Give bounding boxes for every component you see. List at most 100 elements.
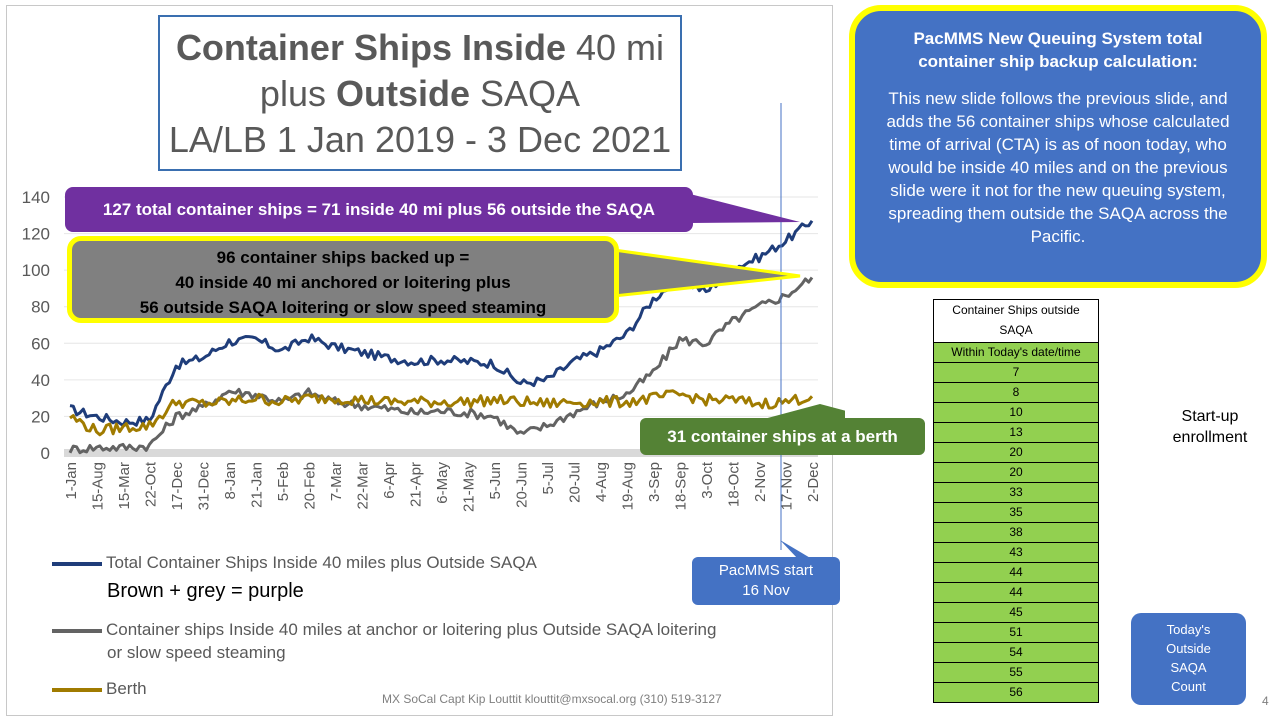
table-row: 54 (934, 643, 1098, 663)
green-callout-pointer (760, 404, 845, 420)
y-axis-ticks: 0 20 40 60 80 100 120 140 (22, 188, 50, 463)
table-row: 44 (934, 563, 1098, 583)
x-tick-label: 20-Feb (302, 462, 319, 510)
saqa-count-table: Container Ships outside SAQA Within Toda… (933, 299, 1099, 703)
berth-callout: 31 container ships at a berth (640, 418, 925, 455)
legend-berth-swatch (52, 687, 102, 692)
table-row: 13 (934, 423, 1098, 443)
x-tick-label: 19-Aug (620, 462, 637, 510)
table-header: Container Ships outside SAQA (934, 300, 1098, 343)
table-row: 56 (934, 683, 1098, 702)
y-tick-label: 100 (22, 261, 50, 280)
x-tick-label: 5-Jun (487, 462, 504, 500)
todays-line1: Today's (1166, 622, 1211, 637)
title-line1-rest: 40 mi (576, 27, 665, 68)
legend-total-label: Total Container Ships Inside 40 miles pl… (106, 553, 537, 572)
x-axis-ticks: 1-Jan 15-Aug 15-Mar 22-Oct 17-Dec 31-Dec 8-Jan… (63, 461, 822, 512)
purple-callout-pointer (690, 194, 800, 223)
table-row: 10 (934, 403, 1098, 423)
table-row: 8 (934, 383, 1098, 403)
table-row: 38 (934, 523, 1098, 543)
x-tick-label: 21-Jan (249, 462, 266, 508)
x-tick-label: 15-Aug (90, 462, 107, 510)
todays-line4: Count (1171, 679, 1206, 694)
y-tick-label: 0 (41, 444, 50, 463)
x-tick-label: 18-Sep (673, 462, 690, 510)
backed-up-line3: 56 outside SAQA loitering or slow speed … (139, 298, 547, 317)
title-line2-pre: plus (259, 73, 326, 114)
legend-grey-swatch (52, 628, 102, 633)
x-tick-label: 5-Feb (275, 462, 292, 501)
x-tick-label: 20-Jun (514, 462, 531, 508)
y-tick-label: 140 (22, 188, 50, 207)
legend-grey: Container ships Inside 40 miles at ancho… (52, 618, 716, 664)
legend-grey-label1: Container ships Inside 40 miles at ancho… (106, 620, 717, 639)
table-row: 7 (934, 363, 1098, 383)
y-tick-label: 120 (22, 225, 50, 244)
x-tick-label: 21-Apr (408, 462, 425, 507)
backed-up-line2: 40 inside 40 mi anchored or loitering pl… (175, 273, 511, 292)
info-box: PacMMS New Queuing System total containe… (849, 5, 1267, 288)
title-line2-bold: Outside (335, 73, 470, 114)
x-tick-label: 18-Oct (726, 461, 743, 507)
x-tick-label: 6-Apr (381, 462, 398, 499)
legend-note: Brown + grey = purple (107, 580, 304, 602)
title-line1-bold: Container Ships Inside (175, 27, 566, 68)
x-tick-label: 15-Mar (116, 462, 133, 510)
table-row: 44 (934, 583, 1098, 603)
x-tick-label: 17-Dec (169, 462, 186, 511)
x-tick-label: 31-Dec (196, 462, 213, 511)
todays-line3: SAQA (1170, 660, 1207, 675)
y-tick-label: 20 (31, 407, 50, 426)
legend-berth: Berth (52, 679, 147, 699)
x-tick-label: 22-Oct (143, 461, 160, 507)
table-rows: 7 8 10 13 20 20 33 35 38 43 44 44 45 51 54 55 56 (934, 363, 1098, 702)
legend-total: Total Container Ships Inside 40 miles pl… (52, 553, 537, 573)
info-heading-line2: container ship backup calculation: (918, 52, 1198, 71)
x-tick-label: 22-Mar (355, 462, 372, 510)
x-tick-label: 4-Aug (593, 462, 610, 502)
x-tick-label: 3-Oct (699, 461, 716, 499)
table-row: 35 (934, 503, 1098, 523)
pacmms-line2: 16 Nov (742, 582, 790, 599)
series-line (69, 389, 814, 437)
info-heading-line1: PacMMS New Queuing System total (913, 29, 1203, 48)
table-row: 43 (934, 543, 1098, 563)
chart-title: Container Ships Inside 40 mi plus Outsid… (158, 15, 682, 171)
title-line3: LA/LB 1 Jan 2019 - 3 Dec 2021 (168, 119, 672, 160)
y-tick-label: 60 (31, 334, 50, 353)
startup-line2: enrollment (1172, 429, 1248, 446)
table-row: 20 (934, 443, 1098, 463)
total-ships-callout: 127 total container ships = 71 inside 40… (65, 187, 693, 232)
table-row: 55 (934, 663, 1098, 683)
todays-line2: Outside (1166, 641, 1211, 656)
table-row: 20 (934, 463, 1098, 483)
title-line2-rest: SAQA (480, 73, 581, 114)
footer-contact: MX SoCal Capt Kip Louttit klouttit@mxsoc… (382, 692, 722, 706)
x-tick-label: 7-Mar (328, 462, 345, 501)
table-subheader: Within Today's date/time (934, 343, 1098, 363)
x-tick-label: 20-Jul (567, 462, 584, 503)
pacmms-line1: PacMMS start (718, 562, 814, 579)
x-tick-label: 2-Dec (805, 462, 822, 503)
x-tick-label: 8-Jan (222, 462, 239, 500)
x-tick-label: 2-Nov (752, 462, 769, 503)
info-box-body: This new slide follows the previous slid… (886, 89, 1230, 246)
legend-berth-label: Berth (106, 679, 147, 698)
startup-enrollment-label: Start-up enrollment (1160, 406, 1260, 448)
table-row: 51 (934, 623, 1098, 643)
info-box-heading: PacMMS New Queuing System total containe… (875, 27, 1241, 73)
x-tick-label: 17-Nov (779, 462, 796, 511)
todays-count-label: Today's Outside SAQA Count (1131, 613, 1246, 705)
table-row: 33 (934, 483, 1098, 503)
x-tick-label: 5-Jul (540, 462, 557, 495)
x-tick-label: 3-Sep (646, 462, 663, 502)
backed-up-callout: 96 container ships backed up = 40 inside… (67, 236, 619, 323)
startup-line1: Start-up (1181, 408, 1239, 425)
y-tick-label: 40 (31, 371, 50, 390)
grey-callout-pointer (612, 248, 801, 298)
legend-total-swatch (52, 561, 102, 566)
y-tick-label: 80 (31, 298, 50, 317)
backed-up-line1: 96 container ships backed up = (216, 248, 470, 267)
legend-grey-label2: or slow speed steaming (107, 643, 286, 662)
